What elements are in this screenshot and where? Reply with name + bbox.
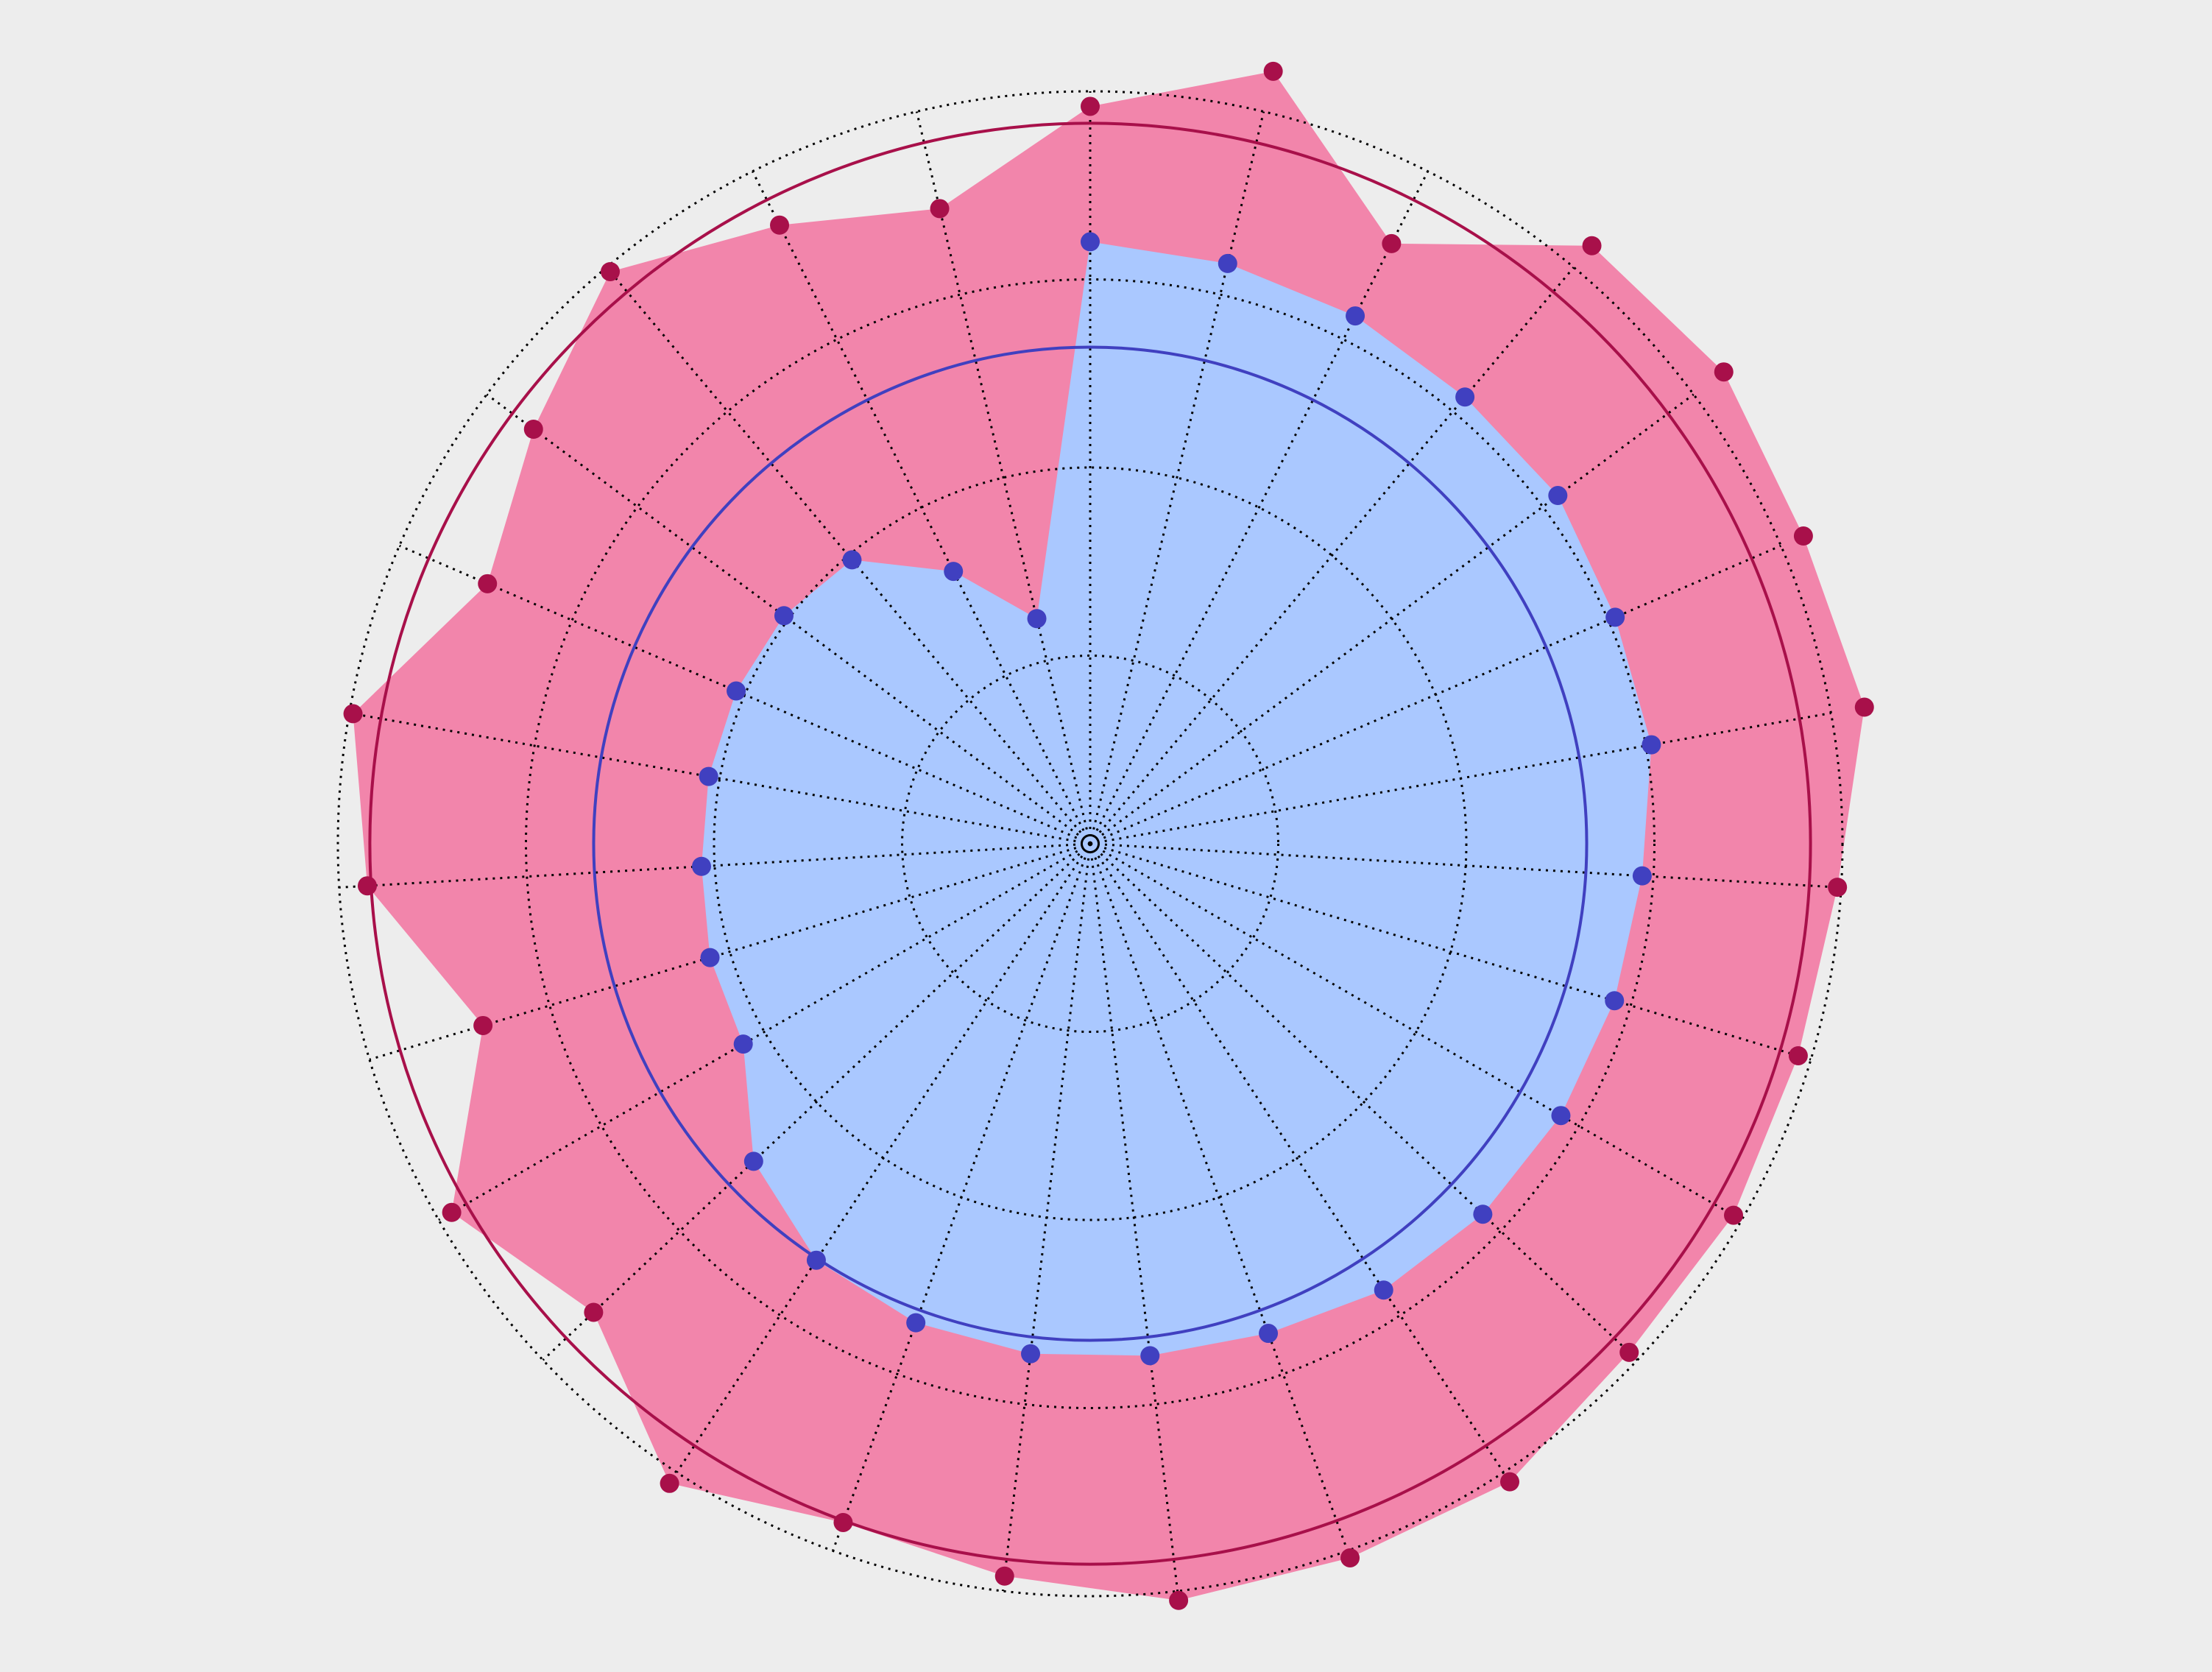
data-point [1473, 1204, 1493, 1224]
data-point [1714, 362, 1734, 382]
data-point [1500, 1472, 1520, 1492]
data-point [473, 1015, 493, 1035]
data-point [906, 1313, 926, 1333]
grid-spoke [676, 843, 1092, 1473]
grid-spoke [915, 111, 1092, 844]
reference-circle [592, 345, 1589, 1342]
data-point [660, 1473, 679, 1493]
data-point [842, 550, 862, 570]
data-point [1605, 607, 1625, 627]
data-point [1793, 526, 1813, 546]
data-point [1021, 1344, 1041, 1364]
grid-spoke [1089, 842, 1812, 1061]
grid-spoke [1089, 842, 1639, 1361]
grid-spoke [349, 712, 1091, 845]
grid-spoke [542, 842, 1092, 1361]
data-point [1340, 1548, 1360, 1567]
data-point [1854, 697, 1874, 717]
data-point [584, 1302, 604, 1322]
grid-ring [713, 466, 1468, 1221]
data-point [478, 574, 498, 593]
data-point [1169, 1590, 1189, 1610]
grid-spoke [438, 842, 1091, 1221]
data-point [1259, 1324, 1279, 1344]
grid-spoke [832, 843, 1092, 1551]
grid-spoke [1089, 712, 1831, 845]
data-point [699, 766, 718, 786]
data-point [1551, 1106, 1571, 1126]
reference-circle [368, 121, 1812, 1566]
grid [336, 90, 1844, 1598]
grid-spoke [751, 171, 1092, 844]
grid-ring [901, 655, 1279, 1033]
grid-spoke [1089, 843, 1505, 1473]
data-point [1788, 1045, 1808, 1065]
data-point [1724, 1205, 1744, 1225]
data-point [1218, 253, 1237, 273]
grid-spoke [1089, 171, 1430, 844]
data-point [700, 948, 720, 967]
data-point [930, 199, 950, 219]
data-point [1346, 306, 1365, 326]
grid-ring [336, 90, 1844, 1598]
data-point [1548, 486, 1568, 506]
data-point [733, 1034, 753, 1054]
grid-spoke [1089, 842, 1842, 889]
grid-spoke [1089, 843, 1179, 1592]
data-point [1263, 61, 1283, 81]
data-point [442, 1202, 462, 1222]
data-point [1027, 609, 1047, 629]
data-point [600, 261, 620, 281]
data-point [1140, 1346, 1160, 1366]
data-point [743, 1151, 763, 1171]
data-point [1081, 96, 1100, 116]
data-point [357, 876, 377, 896]
series-area [702, 241, 1652, 1356]
data-point [1632, 866, 1652, 886]
grid-spoke [1089, 842, 1742, 1221]
data-point [833, 1512, 853, 1532]
data-point [692, 856, 712, 876]
grid-spoke [339, 842, 1091, 889]
data-point [1455, 387, 1475, 407]
data-point [944, 562, 964, 582]
data-point [994, 1566, 1014, 1586]
grid-spoke [1001, 843, 1092, 1592]
data-point [1374, 1280, 1393, 1300]
reference-circles [368, 121, 1812, 1566]
grid-spoke [1089, 544, 1782, 845]
data-point [1828, 878, 1848, 897]
data-point [1642, 735, 1661, 755]
data-point [770, 215, 790, 235]
data-point [1081, 232, 1100, 252]
data-point [806, 1250, 826, 1270]
series-points [343, 61, 1874, 1610]
grid-spoke [1089, 393, 1695, 845]
data-point [343, 704, 363, 724]
data-point [727, 681, 746, 701]
grid-spoke [1089, 111, 1265, 844]
data-point [774, 606, 794, 626]
data-point [523, 420, 543, 440]
data-point [1382, 233, 1402, 253]
data-point [1619, 1342, 1639, 1362]
grid-ring [525, 278, 1656, 1409]
grid-spoke [1089, 843, 1349, 1551]
grid-spoke [1089, 267, 1575, 844]
data-point [1582, 236, 1602, 255]
data-point [1605, 991, 1625, 1011]
